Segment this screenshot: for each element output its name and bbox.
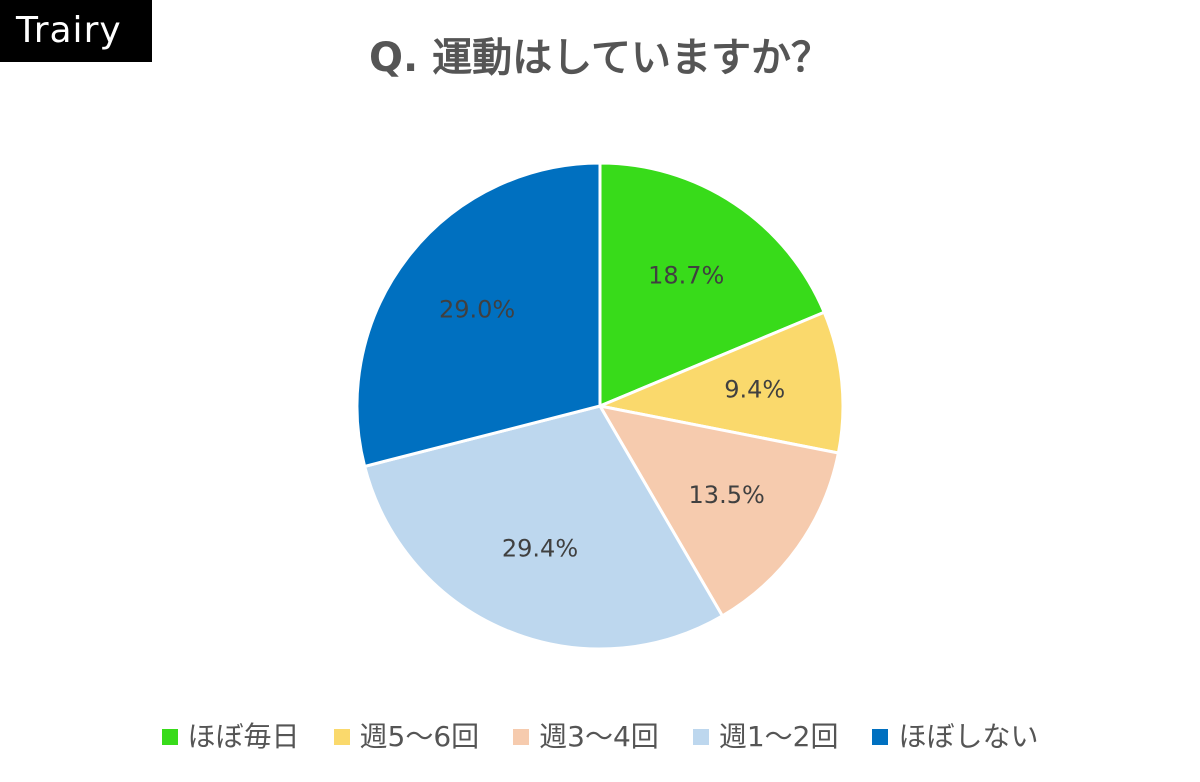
- legend-swatch-5: [872, 729, 889, 745]
- legend-label-2: 週5～6回: [359, 720, 480, 753]
- brand-logo: Trairy: [0, 0, 152, 62]
- legend-item-5: ほぼしない: [872, 712, 1038, 762]
- pie-slice-1: [598, 161, 827, 409]
- legend-item-4: 週1～2回: [692, 712, 839, 762]
- pie-slice-4: [362, 404, 725, 651]
- chart-legend: ほぼ毎日 週5～6回 週3～4回 週1～2回 ほぼしない: [0, 712, 1200, 762]
- legend-swatch-4: [692, 729, 709, 745]
- legend-swatch-1: [161, 729, 178, 745]
- slice-label-4: 29.4%: [502, 534, 578, 562]
- pie-chart: 18.7% 9.4% 13.5% 29.4% 29.0%: [355, 161, 845, 651]
- legend-label-3: 週3～4回: [539, 720, 659, 753]
- legend-swatch-2: [333, 729, 350, 745]
- pie-slice-5: [355, 161, 602, 469]
- slice-label-5: 29.0%: [439, 296, 515, 324]
- slice-label-2: 9.4%: [724, 375, 785, 403]
- legend-label-4: 週1～2回: [718, 720, 839, 753]
- legend-label-5: ほぼしない: [898, 720, 1039, 753]
- slice-label-3: 13.5%: [689, 481, 765, 509]
- slice-label-1: 18.7%: [648, 262, 724, 290]
- legend-item-2: 週5～6回: [333, 712, 480, 762]
- legend-item-1: ほぼ毎日: [161, 712, 300, 762]
- chart-title: Q. 運動はしていますか？: [369, 35, 831, 81]
- legend-item-3: 週3～4回: [513, 712, 659, 762]
- legend-label-1: ほぼ毎日: [187, 720, 300, 753]
- legend-swatch-3: [513, 729, 530, 745]
- pie-slice-3: [597, 403, 841, 618]
